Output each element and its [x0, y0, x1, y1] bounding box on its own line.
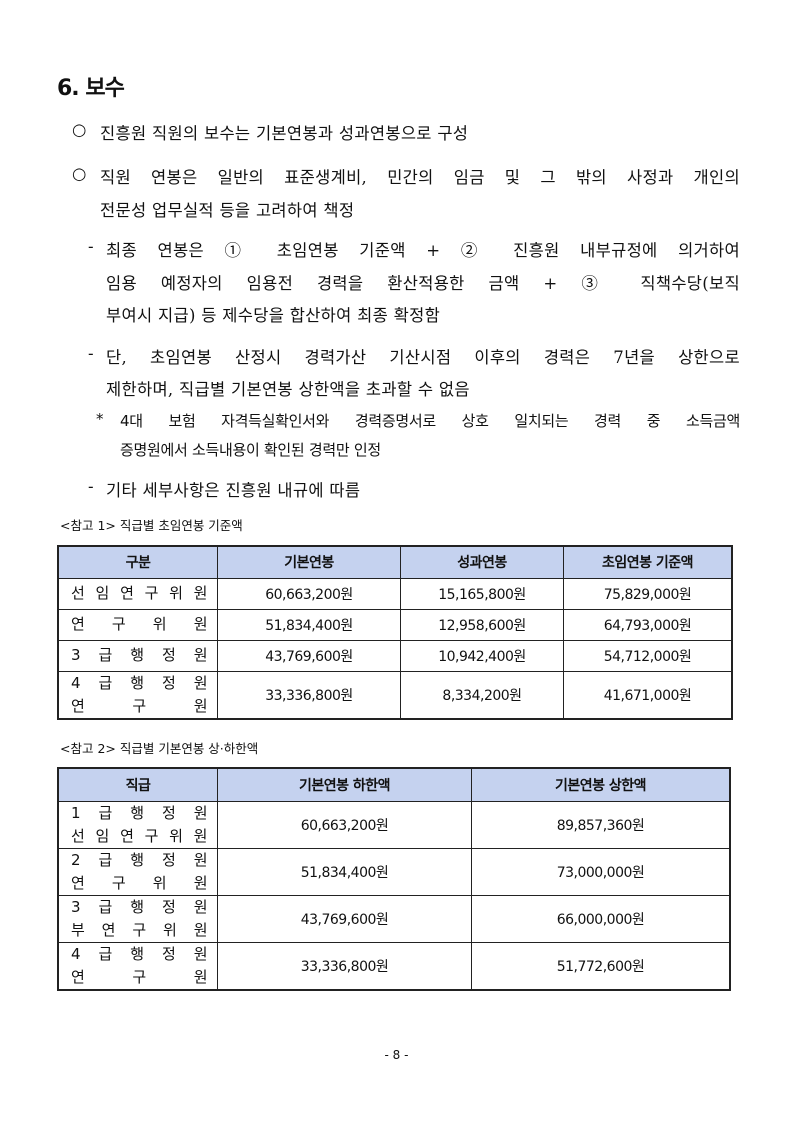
cell: 54,712,000원: [563, 639, 733, 672]
bullet-marker: ○: [72, 120, 87, 139]
cell: 75,829,000원: [563, 577, 733, 610]
sub-text: 제한하며, 직급별 기본연봉 상한액을 초과할 수 없음: [106, 380, 470, 399]
page-number: - 8 -: [384, 1048, 409, 1062]
table2-caption: <참고 2> 직급별 기본연봉 상·하한액: [60, 741, 259, 756]
bullet-text: 진흥원 직원의 보수는 기본연봉과 성과연봉으로 구성: [100, 124, 469, 143]
table1-caption: <참고 1> 직급별 초임연봉 기준액: [60, 518, 243, 533]
table-header-row: 구분 기본연봉 성과연봉 초임연봉 기준액: [57, 545, 733, 579]
sub-text: 최종 연봉은 ① 초임연봉 기준액 + ② 진흥원 내부규정에 의거하여: [106, 241, 740, 260]
note-text: 4대 보험 자격득실확인서와 경력증명서로 상호 일치되는 경력 중 소득금액: [120, 412, 740, 430]
row-label: 3 급 행 정 원: [57, 639, 218, 672]
header-cell: 구분: [57, 545, 218, 579]
header-cell: 기본연봉: [217, 545, 401, 579]
table-row: 연 구 위 원 51,834,400원 12,958,600원 64,793,0…: [57, 608, 733, 641]
header-cell: 성과연봉: [400, 545, 564, 579]
cell: 10,942,400원: [400, 639, 564, 672]
cell: 66,000,000원: [471, 894, 731, 943]
bullet-text: 직원 연봉은 일반의 표준생계비, 민간의 임금 및 그 밖의 사정과 개인의: [100, 168, 740, 187]
cell: 43,769,600원: [217, 639, 401, 672]
bullet-text: 전문성 업무실적 등을 고려하여 책정: [100, 201, 355, 220]
cell: 60,663,200원: [217, 800, 472, 849]
table-row: 선 임 연 구 위 원 60,663,200원 15,165,800원 75,8…: [57, 577, 733, 610]
cell: 43,769,600원: [217, 894, 472, 943]
cell: 51,834,400원: [217, 847, 472, 896]
cell: 64,793,000원: [563, 608, 733, 641]
sub-text: 임용 예정자의 임용전 경력을 환산적용한 금액 + ③ 직책수당(보직: [106, 274, 740, 293]
section-title: 6. 보수: [57, 76, 125, 101]
cell: 60,663,200원: [217, 577, 401, 610]
header-cell: 직급: [57, 767, 218, 802]
cell: 51,834,400원: [217, 608, 401, 641]
bullet-marker: ○: [72, 164, 87, 183]
cell: 51,772,600원: [471, 941, 731, 990]
cell: 41,671,000원: [563, 670, 733, 719]
sub-text: 부여시 지급) 등 제수당을 합산하여 최종 확정함: [106, 306, 441, 325]
table-header-row: 직급 기본연봉 하한액 기본연봉 상한액: [57, 767, 731, 802]
note-marker: *: [96, 410, 104, 428]
note-text: 증명원에서 소득내용이 확인된 경력만 인정: [120, 441, 381, 459]
header-cell: 기본연봉 하한액: [217, 767, 472, 802]
sub-marker: -: [88, 344, 94, 363]
row-label: 선 임 연 구 위 원: [57, 577, 218, 610]
table1: 구분 기본연봉 성과연봉 초임연봉 기준액 선 임 연 구 위 원 60,663…: [57, 545, 733, 720]
header-cell: 기본연봉 상한액: [471, 767, 731, 802]
table-row: 3 급 행 정 원 43,769,600원 10,942,400원 54,712…: [57, 639, 733, 672]
cell: 33,336,800원: [217, 941, 472, 990]
sub-marker: -: [88, 477, 94, 496]
cell: 12,958,600원: [400, 608, 564, 641]
sub-text: 기타 세부사항은 진흥원 내규에 따름: [106, 481, 361, 500]
cell: 73,000,000원: [471, 847, 731, 896]
cell: 89,857,360원: [471, 800, 731, 849]
sub-text: 단, 초임연봉 산정시 경력가산 기산시점 이후의 경력은 7년을 상한으로: [106, 348, 740, 367]
row-label: 연 구 위 원: [57, 608, 218, 641]
cell: 8,334,200원: [400, 670, 564, 719]
cell: 33,336,800원: [217, 670, 401, 719]
cell: 15,165,800원: [400, 577, 564, 610]
header-cell: 초임연봉 기준액: [563, 545, 733, 579]
sub-marker: -: [88, 237, 94, 256]
